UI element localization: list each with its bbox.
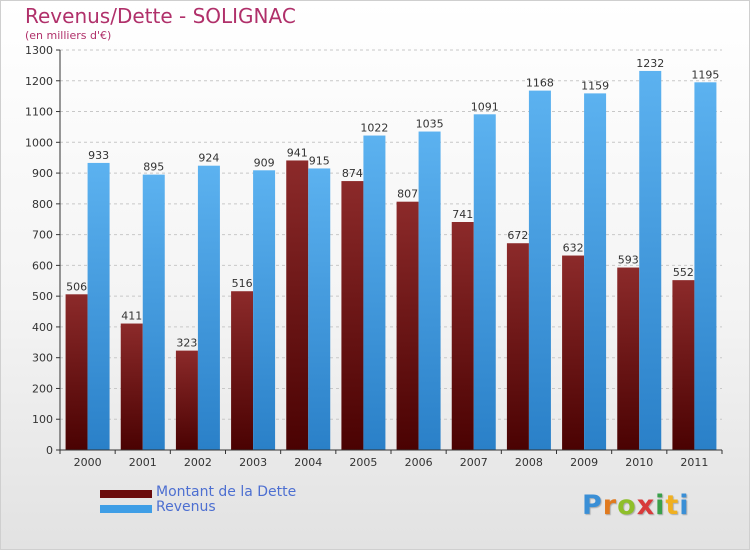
y-tick-label: 300	[32, 352, 53, 365]
x-tick-label: 2002	[184, 456, 212, 469]
data-label-debt-2007: 741	[452, 208, 473, 221]
legend-swatch-debt	[100, 490, 152, 498]
y-tick-label: 1000	[25, 136, 53, 149]
x-tick-label: 2010	[625, 456, 653, 469]
x-tick-label: 2011	[680, 456, 708, 469]
y-tick-label: 100	[32, 413, 53, 426]
axes: 0 100 200 300 400 500 600 700 800 900 1000 1100 1200…	[25, 44, 723, 469]
bar-revenue-2011	[694, 82, 717, 451]
bar-debt-2007	[451, 222, 474, 450]
bar-revenue-2002	[197, 165, 220, 450]
y-tick-label: 200	[32, 382, 53, 395]
data-label-debt-2000: 506	[66, 280, 87, 293]
data-label-revenue-2002: 924	[198, 152, 219, 165]
bar-debt-2006	[396, 201, 419, 450]
y-tick-label: 1100	[25, 106, 53, 119]
bar-revenue-2009	[584, 93, 607, 450]
bar-debt-2009	[562, 255, 585, 450]
data-label-revenue-2011: 1195	[691, 68, 719, 81]
data-label-debt-2002: 323	[176, 337, 197, 350]
data-label-debt-2005: 874	[342, 167, 363, 180]
bar-debt-2000	[65, 294, 88, 450]
y-tick-label: 900	[32, 167, 53, 180]
bar-revenue-2007	[473, 114, 496, 451]
y-tick-label: 400	[32, 321, 53, 334]
bar-revenue-2000	[87, 162, 110, 450]
bar-debt-2002	[175, 350, 198, 450]
data-label-debt-2011: 552	[673, 266, 694, 279]
x-tick-label: 2007	[460, 456, 488, 469]
bar-debt-2011	[672, 280, 695, 450]
y-tick-label: 700	[32, 229, 53, 242]
proxiti-logo: Proxiti	[582, 490, 690, 521]
data-label-debt-2004: 941	[287, 146, 308, 159]
legend-label-revenue: Revenus	[156, 499, 216, 515]
y-tick-label: 500	[32, 290, 53, 303]
y-tick-label: 800	[32, 198, 53, 211]
data-label-debt-2001: 411	[121, 310, 142, 323]
data-label-debt-2008: 672	[507, 229, 528, 242]
x-tick-label: 2008	[515, 456, 543, 469]
legend-label-debt: Montant de la Dette	[156, 484, 297, 500]
bar-debt-2003	[231, 291, 254, 450]
bar-debt-2010	[617, 267, 640, 450]
data-label-revenue-2000: 933	[88, 149, 109, 162]
data-label-debt-2003: 516	[232, 277, 253, 290]
bar-revenue-2005	[363, 135, 386, 451]
bar-debt-2001	[120, 323, 143, 450]
bar-debt-2008	[506, 243, 529, 450]
x-tick-label: 2004	[294, 456, 322, 469]
data-label-debt-2009: 632	[563, 242, 584, 255]
data-label-revenue-2006: 1035	[416, 118, 444, 131]
y-tick-label: 1200	[25, 75, 53, 88]
x-tick-label: 2000	[74, 456, 102, 469]
data-label-revenue-2008: 1168	[526, 77, 554, 90]
data-label-revenue-2010: 1232	[636, 57, 664, 70]
y-tick-label: 0	[46, 444, 53, 457]
bar-debt-2005	[341, 181, 364, 451]
y-tick-label: 600	[32, 259, 53, 272]
bar-revenue-2008	[528, 90, 551, 450]
y-tick-label: 1300	[25, 44, 53, 57]
data-label-revenue-2001: 895	[143, 161, 164, 174]
data-label-revenue-2007: 1091	[471, 100, 499, 113]
bar-revenue-2003	[253, 170, 276, 451]
x-tick-label: 2006	[405, 456, 433, 469]
bar-revenue-2001	[142, 174, 165, 450]
data-label-debt-2006: 807	[397, 188, 418, 201]
x-tick-label: 2005	[349, 456, 377, 469]
data-label-debt-2010: 593	[618, 254, 639, 267]
chart-subtitle: (en milliers d'€)	[25, 29, 112, 42]
bar-debt-2004	[286, 160, 309, 450]
x-tick-label: 2001	[129, 456, 157, 469]
x-tick-label: 2003	[239, 456, 267, 469]
bars	[65, 70, 717, 451]
grid-lines	[60, 49, 722, 451]
data-label-revenue-2004: 915	[309, 154, 330, 167]
bar-revenue-2004	[308, 168, 331, 450]
bar-revenue-2006	[418, 131, 441, 451]
data-label-revenue-2009: 1159	[581, 79, 609, 92]
legend-swatch-revenue	[100, 505, 152, 513]
data-label-revenue-2005: 1022	[360, 122, 388, 135]
chart-title: Revenus/Dette - SOLIGNAC	[25, 4, 296, 28]
x-tick-label: 2009	[570, 456, 598, 469]
data-label-revenue-2003: 909	[254, 156, 275, 169]
bar-revenue-2010	[639, 70, 662, 450]
